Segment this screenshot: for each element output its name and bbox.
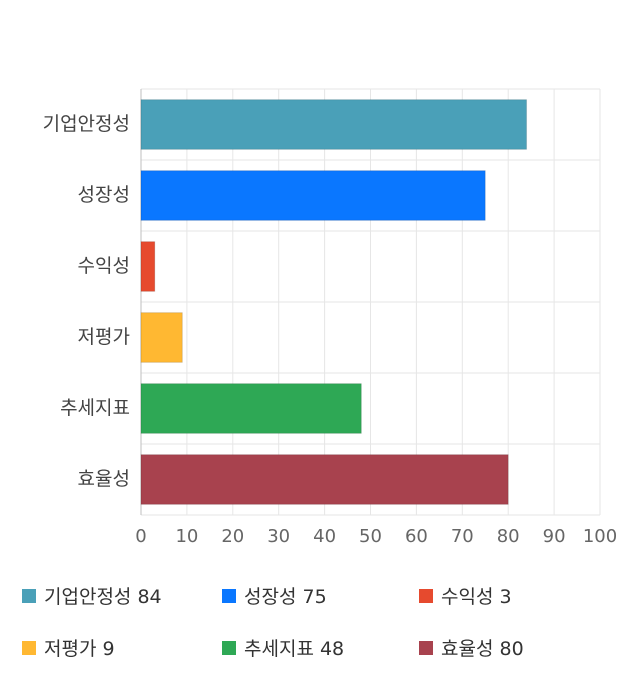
- x-tick-label: 0: [135, 526, 146, 547]
- legend-label: 효율성 80: [441, 638, 524, 660]
- x-tick-label: 50: [359, 526, 382, 547]
- category-label: 성장성: [78, 184, 130, 206]
- legend-item-trend: 추세지표 48: [222, 634, 344, 661]
- x-tick-label: 90: [543, 526, 566, 547]
- legend-item-growth: 성장성 75: [222, 582, 327, 609]
- legend-label: 기업안정성 84: [44, 586, 162, 608]
- bar: [140, 241, 156, 292]
- category-label: 기업안정성: [43, 113, 130, 135]
- category-label: 효율성: [78, 468, 130, 490]
- x-tick-label: 10: [175, 526, 198, 547]
- legend-item-profitability: 수익성 3: [419, 582, 512, 609]
- x-tick-label: 40: [313, 526, 336, 547]
- x-tick-label: 20: [221, 526, 244, 547]
- bar: [140, 312, 183, 363]
- legend-item-undervalue: 저평가 9: [22, 634, 115, 661]
- legend-swatch: [419, 588, 433, 603]
- legend-label: 성장성 75: [244, 586, 327, 608]
- bar: [140, 99, 528, 150]
- legend-swatch: [222, 640, 236, 655]
- legend-item-efficiency: 효율성 80: [419, 634, 524, 661]
- category-label: 수익성: [78, 255, 130, 277]
- legend-label: 저평가 9: [44, 638, 115, 660]
- x-tick-label: 60: [405, 526, 428, 547]
- category-label: 추세지표: [60, 397, 130, 419]
- legend-swatch: [419, 640, 433, 655]
- bar: [140, 454, 509, 505]
- category-label: 저평가: [78, 326, 130, 348]
- x-tick-label: 30: [267, 526, 290, 547]
- legend-item-stability: 기업안정성 84: [22, 582, 162, 609]
- x-tick-label: 100: [583, 526, 617, 547]
- bar: [140, 383, 362, 434]
- legend-label: 추세지표 48: [244, 638, 345, 660]
- legend-swatch: [22, 588, 36, 603]
- x-tick-label: 80: [497, 526, 520, 547]
- legend-swatch: [22, 640, 36, 655]
- legend-label: 수익성 3: [441, 586, 512, 608]
- bar: [140, 170, 486, 221]
- legend-swatch: [222, 588, 236, 603]
- x-tick-label: 70: [451, 526, 474, 547]
